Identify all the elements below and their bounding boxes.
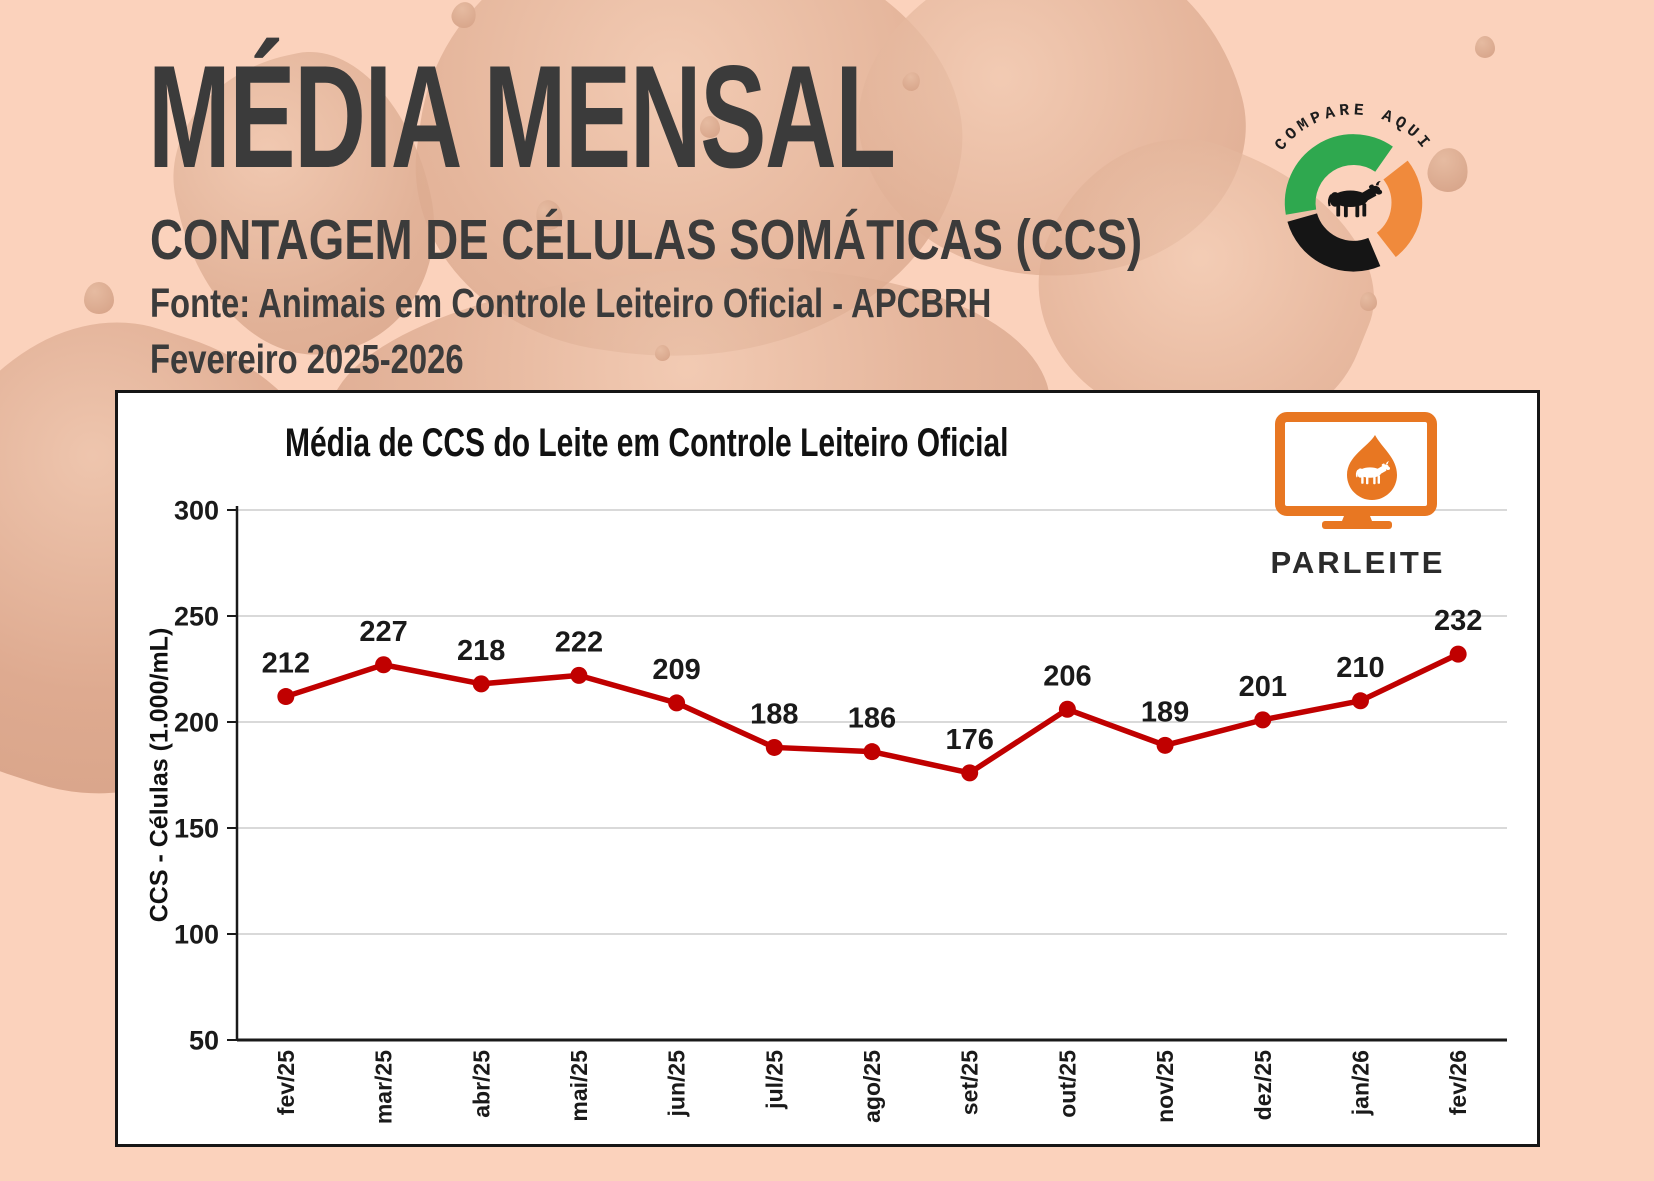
data-point bbox=[668, 694, 686, 712]
x-tick-label: fev/26 bbox=[1445, 1050, 1471, 1115]
y-tick-label: 100 bbox=[174, 919, 219, 949]
y-tick-label: 250 bbox=[174, 601, 219, 631]
data-label: 218 bbox=[457, 635, 505, 667]
data-point bbox=[863, 743, 881, 761]
x-tick-label: abr/25 bbox=[468, 1050, 494, 1118]
milk-drop-decoration bbox=[1360, 292, 1377, 311]
parleite-logo: PARLEITE bbox=[1268, 409, 1448, 580]
line-chart: 50 100 150 200 250 300 212 fev/25 227 mar/25 218 ab… bbox=[174, 495, 1507, 1124]
logo-arc-black bbox=[1287, 212, 1381, 272]
x-tick-label: dez/25 bbox=[1250, 1050, 1276, 1121]
data-label: 210 bbox=[1336, 652, 1384, 684]
chart-panel: Média de CCS do Leite em Controle Leitei… bbox=[115, 390, 1540, 1147]
data-label: 186 bbox=[848, 703, 896, 735]
data-point bbox=[961, 764, 979, 782]
milk-drop-decoration bbox=[84, 282, 114, 314]
data-label: 212 bbox=[262, 648, 310, 680]
data-point bbox=[765, 738, 783, 756]
page-subtitle: CONTAGEM DE CÉLULAS SOMÁTICAS (CCS) bbox=[150, 212, 1390, 269]
data-point bbox=[1058, 700, 1076, 718]
data-point bbox=[472, 675, 490, 693]
source-text: Fonte: Animais em Controle Leiteiro Ofic… bbox=[150, 280, 992, 326]
period-text: Fevereiro 2025-2026 bbox=[150, 336, 464, 382]
x-tick-label: out/25 bbox=[1054, 1050, 1080, 1118]
x-tick-label: jul/25 bbox=[761, 1050, 787, 1110]
page-title: MÉDIA MENSAL bbox=[148, 44, 1246, 190]
source-line: Fonte: Animais em Controle Leiteiro Ofic… bbox=[150, 283, 1202, 324]
x-tick-label: mai/25 bbox=[566, 1050, 592, 1122]
x-tick-label: nov/25 bbox=[1152, 1050, 1178, 1123]
x-tick-label: mar/25 bbox=[371, 1050, 397, 1124]
y-tick-label: 300 bbox=[174, 495, 219, 525]
monitor-stand-icon bbox=[1342, 511, 1372, 521]
monitor-base-icon bbox=[1322, 521, 1392, 529]
x-tick-label: set/25 bbox=[957, 1050, 983, 1115]
x-tick-label: jan/26 bbox=[1348, 1050, 1374, 1116]
data-label: 222 bbox=[555, 626, 603, 658]
data-point bbox=[1254, 711, 1272, 729]
parleite-wordmark: PARLEITE bbox=[1270, 545, 1446, 580]
milk-drop-decoration bbox=[655, 345, 670, 361]
data-label: 232 bbox=[1434, 605, 1482, 637]
chart-title: Média de CCS do Leite em Controle Leitei… bbox=[285, 421, 1009, 465]
data-label: 209 bbox=[652, 654, 700, 686]
data-label: 189 bbox=[1141, 696, 1189, 728]
milk-drop-decoration bbox=[700, 116, 720, 138]
milk-drop-decoration bbox=[1475, 36, 1495, 58]
data-point bbox=[1156, 736, 1174, 754]
y-tick-label: 50 bbox=[189, 1025, 219, 1055]
y-tick-label: 150 bbox=[174, 813, 219, 843]
x-tick-label: fev/25 bbox=[273, 1050, 299, 1115]
x-tick-label: ago/25 bbox=[859, 1050, 885, 1123]
logo-arc-orange bbox=[1376, 160, 1423, 258]
data-point bbox=[1351, 692, 1369, 710]
y-tick-label: 200 bbox=[174, 707, 219, 737]
data-point bbox=[570, 666, 588, 684]
data-label: 227 bbox=[359, 616, 407, 648]
period-line: Fevereiro 2025-2026 bbox=[150, 339, 542, 380]
page-subtitle-text: CONTAGEM DE CÉLULAS SOMÁTICAS (CCS) bbox=[150, 208, 1143, 272]
data-label: 206 bbox=[1043, 660, 1091, 692]
compare-aqui-logo: COMPARE AQUI bbox=[1271, 100, 1432, 272]
data-point bbox=[375, 656, 393, 674]
parleite-logo-graphic bbox=[1275, 412, 1437, 529]
data-point bbox=[277, 688, 295, 706]
page-title-text: MÉDIA MENSAL bbox=[148, 35, 896, 198]
data-label: 176 bbox=[945, 724, 993, 756]
data-point bbox=[1449, 645, 1467, 663]
x-tick-label: jun/25 bbox=[664, 1050, 690, 1118]
cow-icon bbox=[1327, 180, 1383, 218]
data-label: 188 bbox=[750, 698, 798, 730]
data-label: 201 bbox=[1239, 671, 1287, 703]
logo-arc-green bbox=[1284, 134, 1393, 215]
